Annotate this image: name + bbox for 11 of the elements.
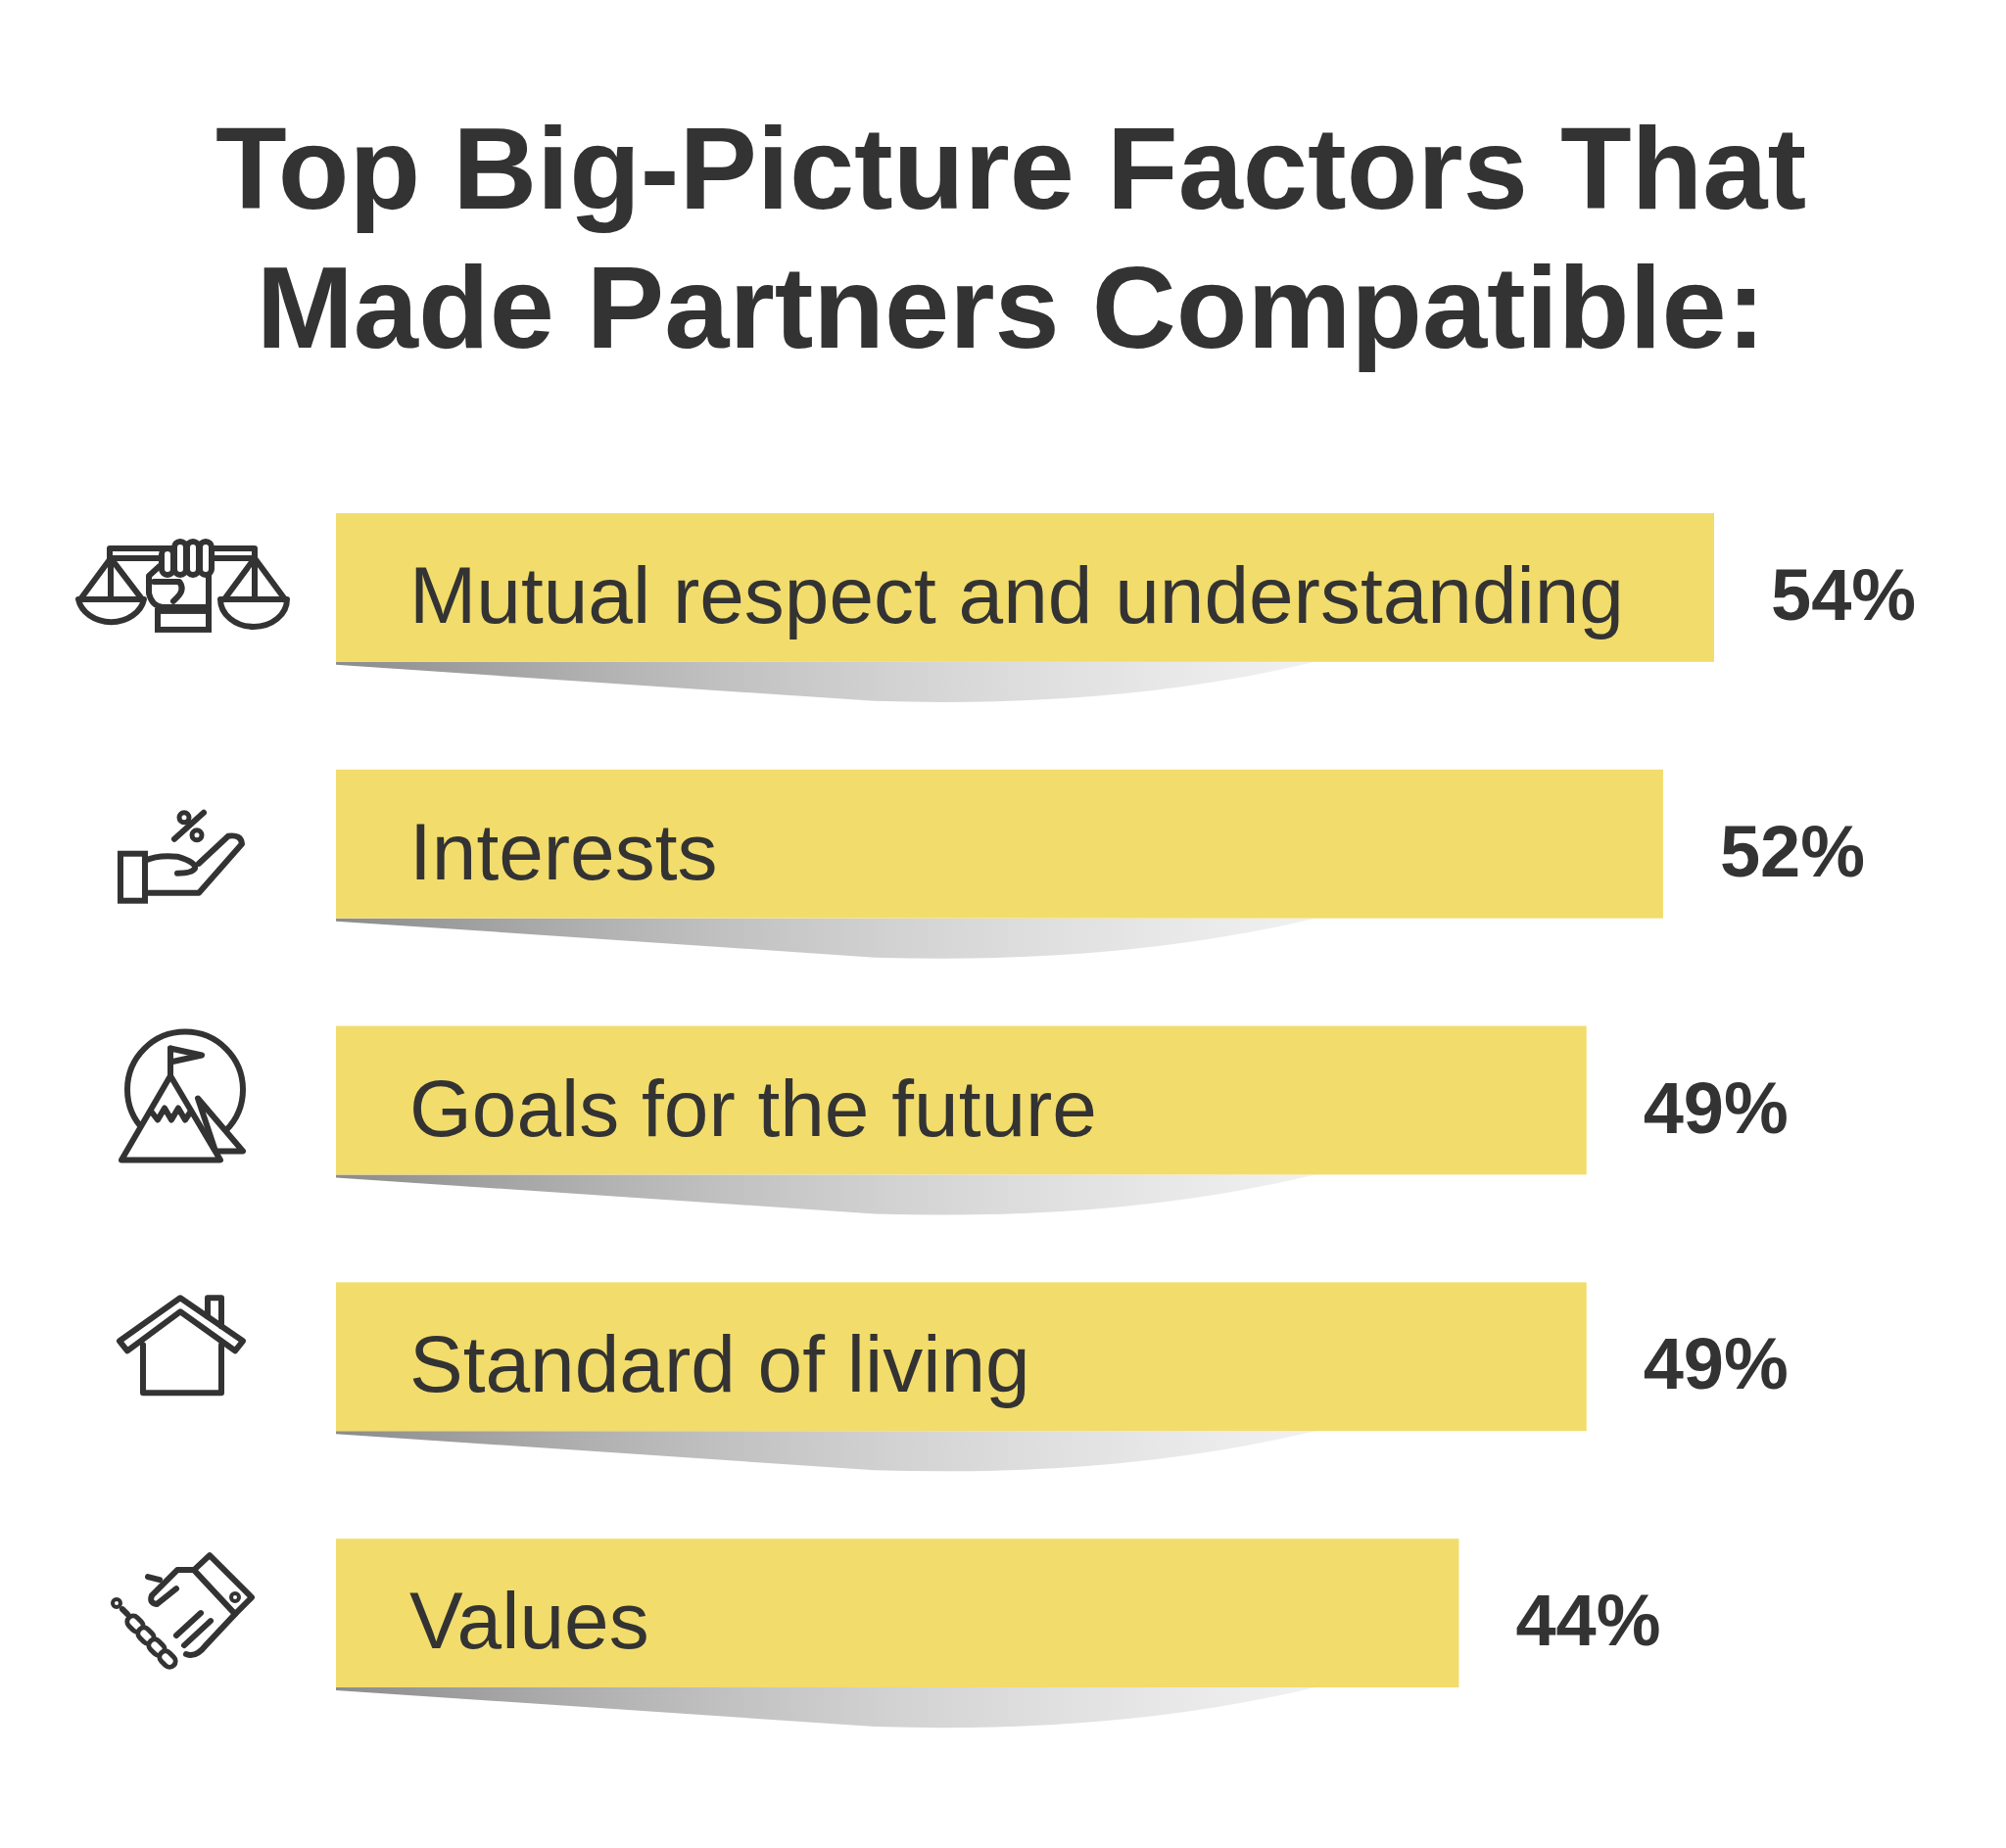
data-label: 49% [1643, 1323, 1789, 1405]
data-label: 44% [1515, 1580, 1661, 1662]
chart-title: Top Big-Picture Factors That Made Partners Compatible: [215, 103, 1807, 372]
y-tick-label: Goals for the future [409, 1063, 1097, 1153]
y-tick-label: Interests [409, 806, 718, 896]
data-label: 54% [1771, 553, 1917, 636]
y-tick-label: Mutual respect and understanding [409, 549, 1624, 640]
data-label: 52% [1719, 810, 1865, 892]
y-tick-label: Standard of living [409, 1319, 1030, 1409]
data-label: 49% [1643, 1066, 1789, 1149]
y-tick-label: Values [409, 1576, 649, 1666]
